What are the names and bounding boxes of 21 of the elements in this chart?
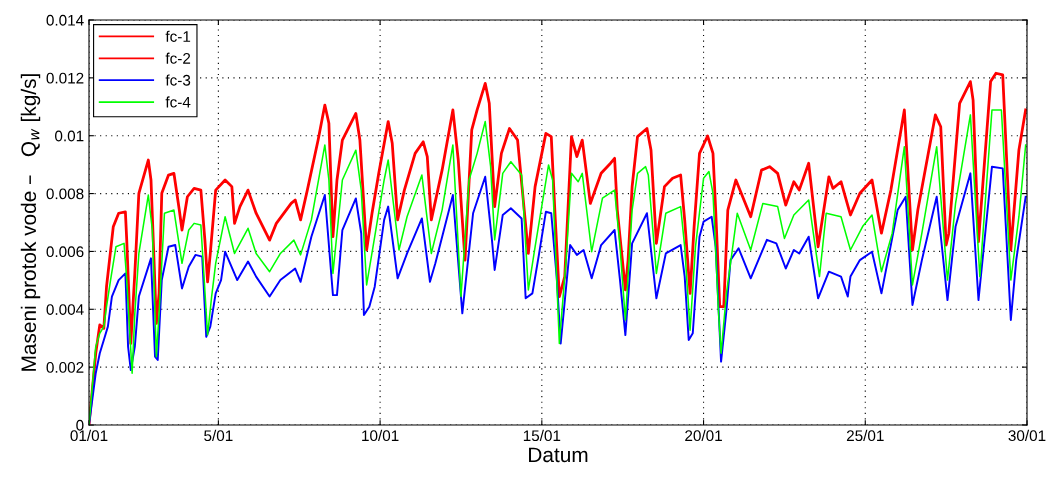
y-tick-label: 0.002	[46, 362, 84, 373]
legend-label: fc-1	[165, 30, 191, 42]
y-tick-label: 0	[76, 419, 84, 431]
x-tick-label: 15/01	[523, 429, 561, 442]
y-tick-label: 0.014	[46, 14, 84, 26]
x-tick-label: 5/01	[204, 429, 233, 442]
x-tick-label: 30/01	[1008, 429, 1046, 442]
y-tick-label: 0.01	[55, 130, 84, 142]
x-tick-label: 10/01	[362, 429, 399, 442]
legend-label: fc-4	[165, 96, 191, 108]
y-tick-label: 0.008	[46, 188, 84, 200]
y-tick-label: 0.006	[46, 246, 84, 258]
y-tick-label: 0.012	[46, 72, 84, 84]
x-axis-title: Datum	[529, 447, 588, 463]
x-tick-label: 25/01	[846, 429, 884, 442]
legend-label: fc-3	[165, 74, 191, 86]
x-tick-label: 01/01	[70, 429, 108, 442]
x-tick-label: 20/01	[685, 429, 722, 442]
y-tick-label: 0.004	[46, 304, 84, 315]
legend-label: fc-2	[165, 52, 191, 64]
y-axis-title: Maseni protok vode – Q$_{w}$ [kg/s]	[20, 74, 41, 371]
